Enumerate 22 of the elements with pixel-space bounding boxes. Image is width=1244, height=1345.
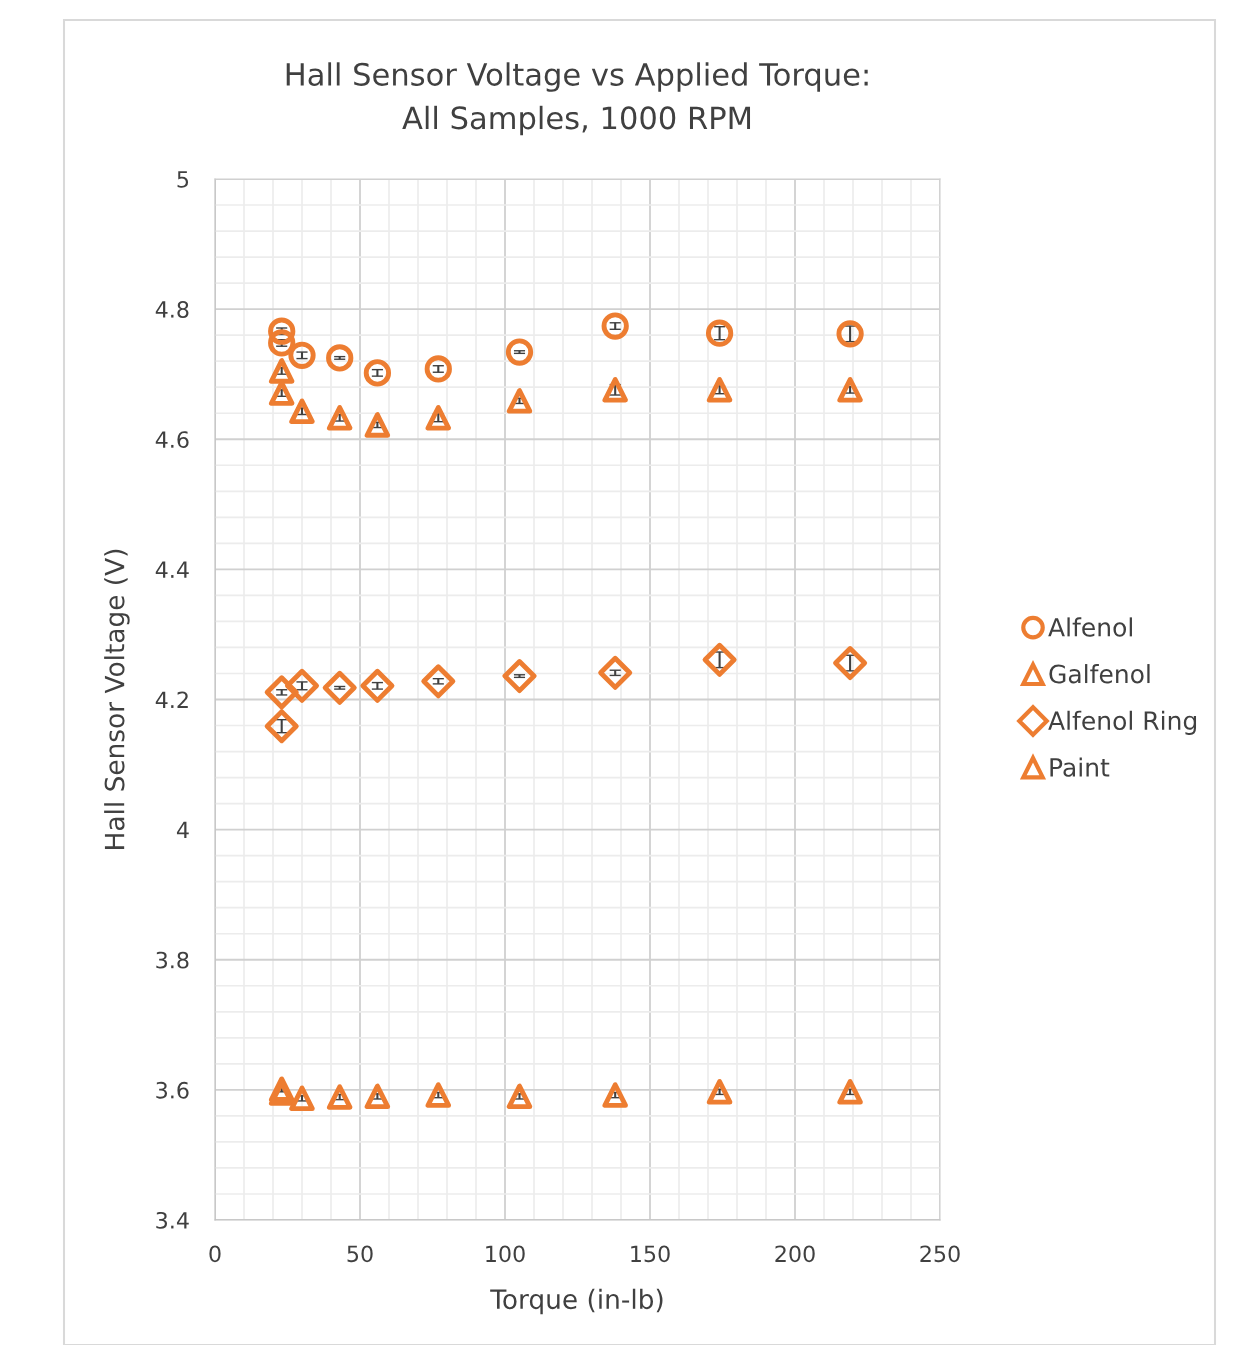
legend-label: Galfenol <box>1049 664 1150 684</box>
legend-label: Alfenol <box>1048 617 1132 637</box>
x-axis-title: Torque (in-lb) <box>490 1288 663 1315</box>
y-tick-label: 4.8 <box>155 301 189 318</box>
x-tick-label: 0 <box>209 1245 221 1263</box>
x-tick-label: 100 <box>486 1245 525 1263</box>
legend-label: Alfenol Ring <box>1048 710 1197 735</box>
x-tick-label: 200 <box>775 1245 815 1263</box>
y-tick-label: 4.2 <box>155 691 188 708</box>
y-tick-label: 5 <box>177 171 189 188</box>
x-tick-label: 50 <box>347 1245 373 1263</box>
x-tick-label: 250 <box>920 1245 960 1263</box>
x-tick-label: 150 <box>631 1245 670 1263</box>
y-tick-label: 3.6 <box>156 1081 189 1099</box>
y-tick-label: 4 <box>176 821 189 839</box>
legend-label: Paint <box>1050 757 1110 777</box>
y-tick-label: 3.4 <box>156 1211 189 1229</box>
y-axis-title: Hall Sensor Voltage (V) <box>104 549 130 849</box>
y-tick-label: 3.8 <box>156 951 189 969</box>
y-tick-label: 4.6 <box>155 431 189 449</box>
y-tick-label: 4.4 <box>155 561 189 578</box>
chart-title: Hall Sensor Voltage vs Applied Torque: All Samples, 1000 RPM <box>286 62 868 136</box>
